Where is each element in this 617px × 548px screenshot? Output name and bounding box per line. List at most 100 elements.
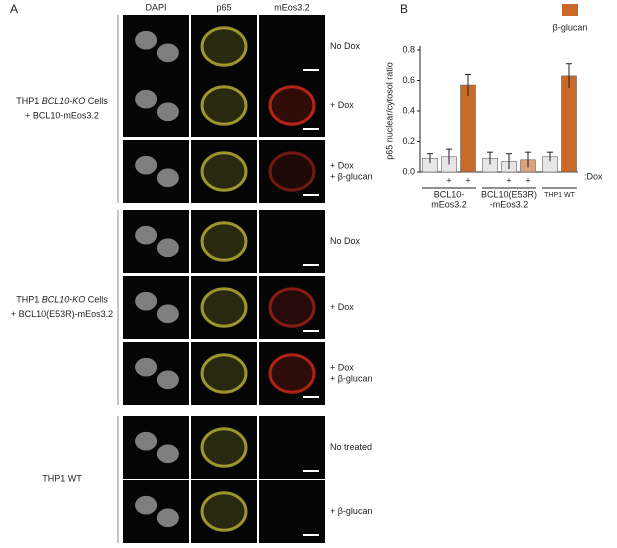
y-axis-label: p65 nuclear/cytosol ratio	[384, 62, 394, 160]
cell-body	[156, 168, 179, 188]
cell	[200, 353, 248, 394]
group-label-part: Cells	[85, 96, 108, 106]
group-label: BCL10(E53R)	[481, 189, 537, 199]
cell-body	[135, 225, 158, 245]
cell-body	[135, 155, 158, 175]
cell	[268, 287, 316, 328]
cell	[200, 287, 248, 328]
cell-body	[135, 357, 158, 377]
row-label: + Dox	[330, 100, 354, 110]
cell-body	[156, 370, 179, 390]
cell-body	[202, 27, 246, 66]
micrograph	[259, 15, 325, 78]
group-label-part: BCL10-KO	[42, 295, 86, 305]
group-label: THP1 WT	[544, 192, 575, 199]
cell	[200, 85, 248, 126]
cell	[200, 26, 248, 67]
micrograph	[123, 210, 189, 273]
cell-body	[135, 431, 158, 451]
micrograph	[259, 210, 325, 273]
column-header: p65	[216, 2, 231, 12]
row-label: + Dox	[330, 160, 354, 170]
group-label-part: THP1	[16, 295, 42, 305]
panel-label: A	[10, 2, 18, 16]
column-header: DAPI	[145, 2, 166, 12]
panel-label: B	[400, 2, 408, 16]
row-label: + Dox	[330, 362, 354, 372]
micrograph	[123, 480, 189, 543]
group-label-line2: + BCL10(E53R)-mEos3.2	[11, 309, 113, 319]
y-tick-label: 0.2	[402, 136, 415, 146]
dox-label: :Dox	[584, 171, 603, 181]
cell-body	[156, 508, 179, 528]
micrograph	[123, 15, 189, 78]
group-label: BCL10-	[434, 189, 465, 199]
row-label: + β-glucan	[330, 171, 372, 181]
group-label: THP1 WT	[42, 474, 82, 484]
cell-body	[270, 354, 314, 393]
cell-body	[156, 238, 179, 258]
group-label: THP1 BCL10-KO Cells	[16, 295, 108, 305]
cell	[268, 85, 316, 126]
micrograph	[259, 416, 325, 479]
cell	[268, 151, 316, 192]
cell-body	[156, 43, 179, 63]
cell	[268, 353, 316, 394]
cell-body	[270, 288, 314, 327]
cell-body	[156, 304, 179, 324]
cell	[200, 491, 248, 532]
group-label-part: Cells	[85, 295, 108, 305]
legend-label: β-glucan	[553, 22, 588, 32]
micrograph	[123, 74, 189, 137]
group-label: mEos3.2	[431, 199, 467, 209]
cell-body	[135, 30, 158, 50]
row-label: + β-glucan	[330, 506, 372, 516]
group-label-part: THP1	[16, 96, 42, 106]
cell-body	[202, 222, 246, 261]
dox-mark: +	[506, 175, 511, 185]
cell-body	[156, 102, 179, 122]
cell-body	[135, 495, 158, 515]
micrograph	[259, 480, 325, 543]
y-tick-label: 0.6	[402, 75, 415, 85]
cell	[200, 151, 248, 192]
cell-body	[202, 354, 246, 393]
group-label-part: BCL10-KO	[42, 96, 86, 106]
legend-swatch	[562, 4, 578, 16]
dox-mark: +	[465, 175, 470, 185]
y-tick-label: 0.8	[402, 44, 415, 54]
dox-mark: +	[446, 175, 451, 185]
micrograph	[123, 276, 189, 339]
group-label: -mEos3.2	[490, 199, 529, 209]
cell-body	[202, 492, 246, 531]
row-label: + Dox	[330, 302, 354, 312]
cell-body	[202, 152, 246, 191]
cell	[200, 221, 248, 262]
bar	[561, 75, 577, 173]
group-label-part: THP1 WT	[42, 474, 82, 484]
cell-body	[202, 86, 246, 125]
column-header: mEos3.2	[274, 2, 310, 12]
micrograph	[123, 416, 189, 479]
y-tick-label: 0.4	[402, 105, 415, 115]
row-label: No Dox	[330, 236, 361, 246]
row-label: + β-glucan	[330, 373, 372, 383]
micrograph	[123, 140, 189, 203]
cell-body	[270, 152, 314, 191]
cell-body	[135, 89, 158, 109]
bar	[460, 84, 476, 173]
cell-body	[135, 291, 158, 311]
cell-body	[270, 86, 314, 125]
y-tick-label: 0.0	[402, 166, 415, 176]
group-label-line2: + BCL10-mEos3.2	[25, 110, 99, 120]
group-label: THP1 BCL10-KO Cells	[16, 96, 108, 106]
micrograph	[123, 342, 189, 405]
cell-body	[202, 428, 246, 467]
dox-mark: +	[525, 175, 530, 185]
cell-body	[156, 444, 179, 464]
row-label: No treated	[330, 442, 372, 452]
cell-body	[202, 288, 246, 327]
cell	[200, 427, 248, 468]
